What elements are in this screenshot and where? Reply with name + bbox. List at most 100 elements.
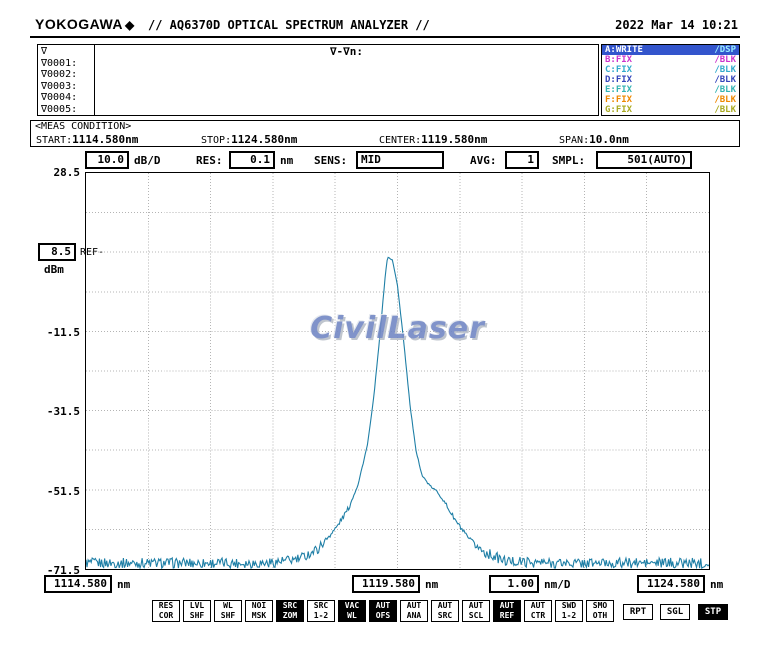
brand-text: YOKOGAWA [35, 16, 124, 32]
softkey-src-1-2[interactable]: SRC 1-2 [307, 600, 335, 622]
meas-stop-value: 1124.580nm [231, 133, 298, 146]
trace-display-mode: /BLK [714, 105, 736, 115]
softkey-line1: AUT [406, 601, 422, 610]
softkey-line2: ZOM [282, 611, 298, 620]
softkey-line2: OFS [375, 611, 391, 620]
trace-row-g[interactable]: G:FIX /BLK [602, 105, 739, 115]
softkey-res-cor[interactable]: RES COR [152, 600, 180, 622]
y-tick-2: -31.5 [46, 405, 80, 418]
softkey-line1: AUT [437, 601, 453, 610]
softkey-line2: REF [499, 611, 515, 620]
trace-row-b[interactable]: B:FIX /BLK [602, 55, 739, 65]
softkey-aut-ana[interactable]: AUT ANA [400, 600, 428, 622]
marker-row-header: ∇ [41, 46, 48, 57]
level-scale-unit: dB/D [134, 154, 161, 167]
button-rpt[interactable]: RPT [623, 604, 653, 620]
ref-label: REF- [80, 247, 105, 258]
x-scale-field[interactable]: 1.00 [489, 575, 539, 593]
trace-name: C:FIX [605, 65, 633, 75]
softkey-swd-1-2[interactable]: SWD 1-2 [555, 600, 583, 622]
trace-row-a[interactable]: A:WRITE /DSP [602, 45, 739, 55]
trace-name: E:FIX [605, 85, 633, 95]
softkey-noi-msk[interactable]: NOI MSK [245, 600, 273, 622]
marker-row-4: ∇0004: [41, 92, 78, 103]
softkey-wl-shf[interactable]: WL SHF [214, 600, 242, 622]
meas-span-label: SPAN: [559, 135, 590, 146]
softkey-line2: 1-2 [313, 611, 329, 620]
marker-row-2: ∇0002: [41, 69, 78, 80]
trace-panel: A:WRITE /DSP B:FIX /BLK C:FIX /BLK D:FIX… [601, 44, 740, 116]
trace-name: D:FIX [605, 75, 633, 85]
softkey-aut-src[interactable]: AUT SRC [431, 600, 459, 622]
trace-row-c[interactable]: C:FIX /BLK [602, 65, 739, 75]
meas-center-label: CENTER: [379, 135, 422, 146]
res-field[interactable]: 0.1 [229, 151, 275, 169]
x-center-unit: nm [425, 578, 439, 591]
softkey-line1: SRC [282, 601, 298, 610]
x-center-field[interactable]: 1119.580 [352, 575, 420, 593]
softkey-aut-scl[interactable]: AUT SCL [462, 600, 490, 622]
softkey-line2: SRC [437, 611, 453, 620]
softkey-line1: AUT [530, 601, 546, 610]
marker-delta-label: ∇-∇n: [329, 45, 364, 58]
softkey-line2: ANA [406, 611, 422, 620]
level-scale-field[interactable]: 10.0 [85, 151, 129, 169]
softkey-line2: SCL [468, 611, 484, 620]
meas-start: START:1114.580nm [36, 133, 138, 146]
softkey-line2: OTH [592, 611, 608, 620]
app-title: // AQ6370D OPTICAL SPECTRUM ANALYZER // [148, 18, 430, 32]
softkey-line1: NOI [251, 601, 267, 610]
button-stp[interactable]: STP [698, 604, 728, 620]
softkey-line1: AUT [468, 601, 484, 610]
softkey-line1: RES [158, 601, 174, 610]
meas-start-value: 1114.580nm [72, 133, 139, 146]
meas-condition-title: <MEAS CONDITION> [35, 121, 132, 132]
softkey-aut-ofs[interactable]: AUT OFS [369, 600, 397, 622]
trace-name: A:WRITE [605, 45, 643, 55]
softkey-smo-oth[interactable]: SMO OTH [586, 600, 614, 622]
softkey-aut-ctr[interactable]: AUT CTR [524, 600, 552, 622]
x-stop-field[interactable]: 1124.580 [637, 575, 705, 593]
res-unit: nm [280, 154, 294, 167]
smpl-field[interactable]: 501(AUTO) [596, 151, 692, 169]
softkey-lvl-shf[interactable]: LVL SHF [183, 600, 211, 622]
meas-span: SPAN:10.0nm [559, 133, 629, 146]
sens-field[interactable]: MID [356, 151, 444, 169]
datetime: 2022 Mar 14 10:21 [615, 18, 738, 32]
marker-panel: ∇ ∇0001: ∇0002: ∇0003: ∇0004: ∇0005: [37, 44, 95, 116]
trace-display-mode: /BLK [714, 55, 736, 65]
softkey-line2: CTR [530, 611, 546, 620]
spectrum-trace-canvas [86, 173, 709, 569]
softkey-line2: SHF [189, 611, 205, 620]
meas-span-value: 10.0nm [589, 133, 629, 146]
marker-row-1: ∇0001: [41, 57, 78, 69]
trace-display-mode: /BLK [714, 75, 736, 85]
settings-bar: 10.0 dB/D RES: 0.1 nm SENS: MID AVG: 1 S… [0, 151, 770, 170]
brand-diamond-icon: ◆ [125, 18, 135, 32]
meas-condition-panel: <MEAS CONDITION> START:1114.580nm STOP:1… [30, 120, 740, 147]
x-stop-unit: nm [710, 578, 724, 591]
trace-name: F:FIX [605, 95, 633, 105]
softkey-line2: MSK [251, 611, 267, 620]
x-start-field[interactable]: 1114.580 [44, 575, 112, 593]
trace-row-d[interactable]: D:FIX /BLK [602, 75, 739, 85]
trace-row-e[interactable]: E:FIX /BLK [602, 85, 739, 95]
meas-stop: STOP:1124.580nm [201, 133, 297, 146]
meas-stop-label: STOP: [201, 135, 232, 146]
button-sgl[interactable]: SGL [660, 604, 690, 620]
marker-delta-panel: ∇-∇n: [94, 44, 599, 116]
softkey-src-zom[interactable]: SRC ZOM [276, 600, 304, 622]
softkey-line2: COR [158, 611, 174, 620]
y-tick-4: -71.5 [46, 564, 80, 577]
ref-level-field[interactable]: 8.5 [38, 243, 76, 261]
avg-label: AVG: [470, 154, 497, 167]
trace-name: B:FIX [605, 55, 633, 65]
softkey-line1: SMO [592, 601, 608, 610]
trace-row-f[interactable]: F:FIX /BLK [602, 95, 739, 105]
softkey-vac-wl[interactable]: VAC WL [338, 600, 366, 622]
y-tick-1: -11.5 [46, 326, 80, 339]
smpl-label: SMPL: [552, 154, 586, 167]
avg-field[interactable]: 1 [505, 151, 539, 169]
softkey-line1: SWD [561, 601, 577, 610]
softkey-aut-ref[interactable]: AUT REF [493, 600, 521, 622]
